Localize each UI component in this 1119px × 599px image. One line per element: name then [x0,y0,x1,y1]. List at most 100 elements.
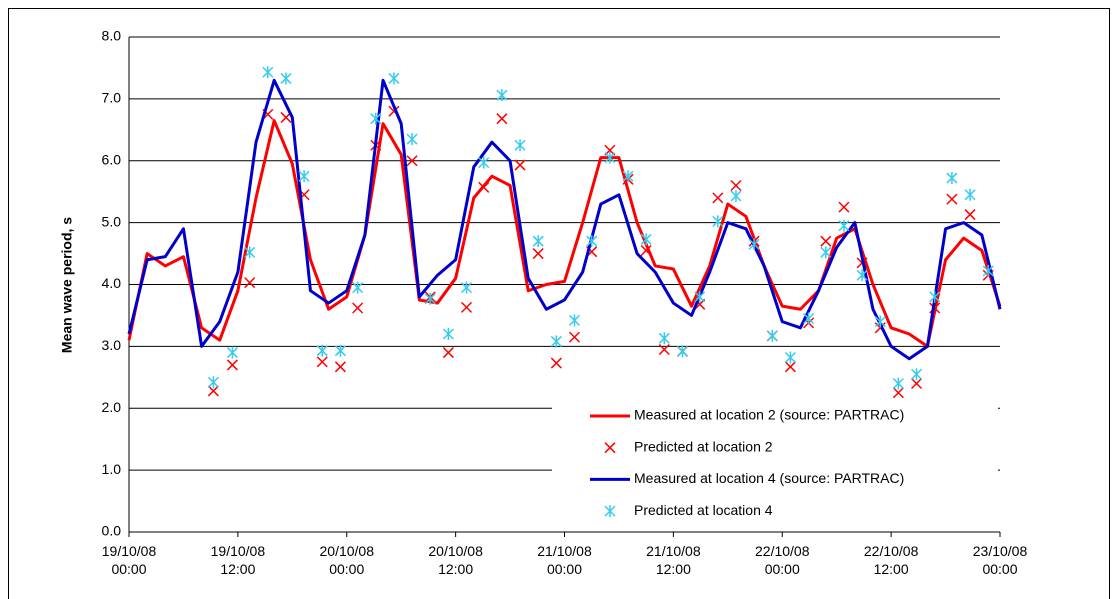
x-marker [838,201,850,213]
asterisk-marker [676,345,688,358]
y-tick-label: 7.0 [102,90,122,106]
x-marker [496,113,508,125]
x-tick-label: 23/10/08 00:00 [972,543,1028,577]
x-marker [550,357,562,369]
x-marker [658,343,670,355]
x-marker [892,387,904,399]
x-marker [442,347,454,359]
x-marker [244,277,256,289]
x-marker [784,361,796,373]
x-tick-label: 20/10/08 00:00 [319,543,375,577]
asterisk-marker [803,312,815,325]
x-marker [712,192,724,204]
asterisk-marker [262,66,274,79]
asterisk-marker [964,188,976,201]
asterisk-marker [586,235,598,248]
asterisk-marker [892,377,904,390]
asterisk-marker [496,89,508,102]
x-marker [514,159,526,171]
asterisk-marker [784,351,796,364]
asterisk-marker [658,332,670,345]
asterisk-marker [334,344,346,357]
x-tick-label: 19/10/08 00:00 [101,543,157,577]
asterisk-marker [568,314,581,327]
asterisk-marker [406,133,418,146]
y-axis-label: Mean wave period, s [59,217,75,353]
asterisk-marker [207,376,219,389]
x-marker [730,179,742,192]
y-tick-label: 1.0 [102,461,122,477]
asterisk-marker [946,172,958,185]
x-tick-label: 19/10/08 12:00 [210,543,266,577]
asterisk-marker [478,156,490,169]
asterisk-marker [766,329,778,342]
x-marker [460,301,473,313]
asterisk-marker [604,505,616,518]
x-marker [820,235,832,247]
asterisk-marker [622,170,634,183]
asterisk-marker [748,238,760,251]
asterisk-marker [424,292,436,305]
y-tick-label: 2.0 [102,399,122,415]
asterisk-marker [244,246,256,259]
asterisk-marker [352,281,364,294]
asterisk-marker [532,235,544,248]
asterisk-marker [280,72,292,85]
data-line [127,78,1002,361]
asterisk-marker [712,215,724,228]
x-marker [640,244,652,256]
asterisk-marker [820,246,832,259]
asterisk-marker [694,290,706,303]
asterisk-marker [730,190,742,203]
x-marker [532,248,544,260]
x-marker [910,377,923,390]
x-marker [568,331,581,343]
x-marker [964,209,976,221]
asterisk-marker [298,170,310,183]
asterisk-marker [910,368,923,381]
asterisk-marker [226,346,238,359]
y-tick-label: 5.0 [102,213,122,229]
x-tick-label: 21/10/08 12:00 [646,543,701,577]
x-marker [946,193,958,205]
x-tick-label: 22/10/08 00:00 [755,543,810,577]
x-tick-label: 21/10/08 00:00 [537,543,592,577]
legend-label: Measured at location 2 (source: PARTRAC) [634,407,904,423]
asterisk-marker [874,315,886,328]
asterisk-marker [838,219,850,232]
asterisk-marker [388,72,400,85]
legend-label: Predicted at location 2 [634,438,773,454]
asterisk-marker [514,139,526,152]
x-marker [406,155,418,167]
x-tick-label: 20/10/08 12:00 [428,543,483,577]
asterisk-marker [982,264,994,277]
legend-label: Predicted at location 4 [634,502,773,518]
x-marker [352,302,364,314]
y-tick-label: 3.0 [102,337,122,353]
data-line [127,119,1002,348]
chart-border [8,8,1110,599]
asterisk-marker [370,112,382,125]
x-marker [226,359,238,371]
y-tick-label: 0.0 [102,523,122,539]
x-tick-label: 22/10/08 12:00 [863,543,919,577]
y-tick-label: 4.0 [102,275,122,291]
asterisk-marker [316,344,328,357]
legend-label: Measured at location 4 (source: PARTRAC) [634,470,904,486]
asterisk-marker [604,151,616,164]
x-marker [316,356,328,368]
y-tick-label: 6.0 [102,151,122,167]
asterisk-marker [550,335,562,348]
x-marker [334,361,346,373]
x-marker [478,181,490,193]
x-marker [207,385,219,397]
asterisk-marker [460,281,473,294]
asterisk-marker [640,233,652,246]
legend-box [552,400,998,530]
y-tick-label: 8.0 [102,28,122,44]
asterisk-marker [929,290,941,303]
asterisk-marker [856,269,868,282]
x-marker [604,442,616,454]
